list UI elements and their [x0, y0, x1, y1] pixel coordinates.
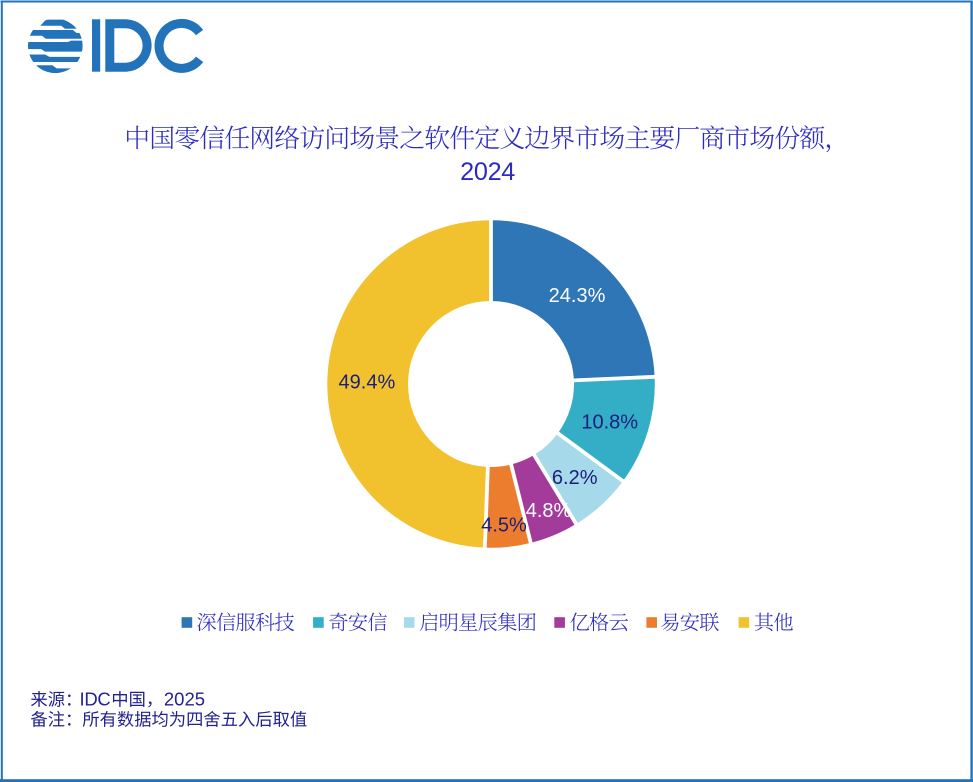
svg-text:IDC: IDC	[80, 689, 111, 710]
svg-text:24.3%: 24.3%	[549, 285, 606, 307]
svg-text:49.4%: 49.4%	[339, 371, 396, 393]
svg-text:10.8%: 10.8%	[581, 411, 638, 433]
svg-text:6.2%: 6.2%	[552, 467, 598, 489]
svg-text:2025: 2025	[164, 689, 205, 710]
svg-text:4.5%: 4.5%	[481, 515, 527, 537]
svg-text:4.8%: 4.8%	[526, 500, 572, 522]
svg-text:2024: 2024	[460, 158, 515, 186]
